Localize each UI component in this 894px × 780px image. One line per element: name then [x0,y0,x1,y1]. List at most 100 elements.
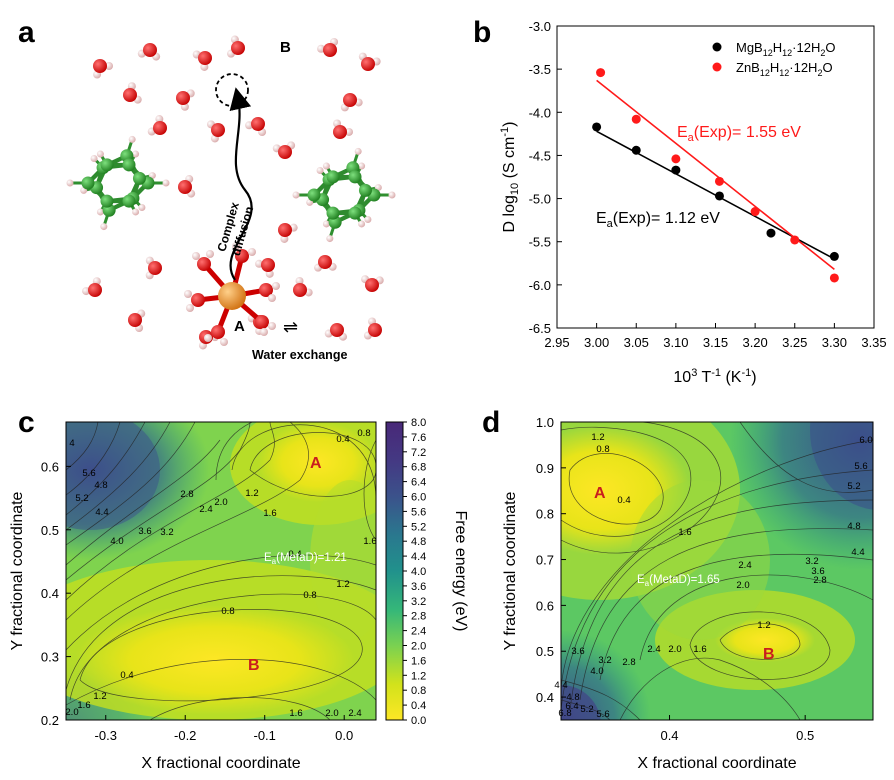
boron-atom [326,170,340,184]
colorbar-tick-label: 1.6 [411,655,426,667]
panel-a: a [18,16,396,362]
barrier-label-c: Ea(MetaD)=1.21 [264,552,347,566]
barrier-label-d: Ea(MetaD)=1.65 [637,574,720,588]
contour-line [599,553,873,681]
colorbar-tick-label: 2.0 [411,641,426,653]
water-molecules [82,35,384,350]
contour-label: 5.2 [580,704,593,715]
y-tick-label: 0.9 [536,461,554,476]
cluster-hydrogen [358,162,366,170]
contour-label: 0.4 [120,670,133,681]
x-tick-label: 0.5 [796,728,814,743]
data-point-mg [592,122,602,132]
colorbar-tick-label: 2.4 [411,626,426,638]
boron-atom [348,170,362,184]
contour-line [66,422,275,601]
cluster-hydrogen [364,216,372,224]
cluster-hydrogen [388,191,396,199]
water-exchange-label: Water exchange [252,348,347,362]
data-point-mg [766,228,776,238]
boron-atom [100,158,114,172]
y-tick-label: 0.5 [536,644,554,659]
x-tick-label: 2.95 [544,335,569,350]
contour-label: 0.8 [357,428,370,439]
y-tick-label: 0.2 [41,713,59,728]
y-tick-label: -5.5 [529,235,551,250]
boron-atom [81,176,95,190]
colorbar-tick-label: 4.8 [411,536,426,548]
colorbar-tick-label: 5.6 [411,506,426,518]
contour-line [561,439,873,691]
contour-line [66,422,196,546]
plot-d-contour-labels: 1.20.80.41.62.42.0 2.83.23.64.44.85.25.66… [554,432,872,720]
contour-label: 3.6 [811,566,824,577]
metal-aqua-complex [184,242,280,346]
contour-label: 2.0 [736,580,749,591]
y-tick-label: -3.5 [529,62,551,77]
contour-line [66,422,251,581]
contour-label: 1.6 [678,527,691,538]
plot-c-xlabel: X fractional coordinate [141,755,300,772]
boron-atom [122,158,136,172]
cluster-hydrogen [326,235,334,243]
plot-d-frame [560,421,874,721]
cluster-hydrogen [316,166,324,174]
contour-label: 4.8 [94,480,107,491]
water-hydrogen [344,127,353,136]
contour-label: 3.2 [805,556,818,567]
water-oxygen [261,258,275,272]
target-site-circle [215,73,249,107]
contour-label: 1.6 [363,536,376,547]
contour-label: 5.2 [847,481,860,492]
plot-c-ylabel: Y fractional coordinate [9,491,26,650]
x-tick-label: -0.3 [95,728,117,743]
contour-line [719,623,801,660]
data-point-zn [829,273,839,283]
contour-label: 1.2 [757,620,770,631]
contour-label: 4.0 [590,666,603,677]
data-point-zn [714,176,724,186]
plot-c-heatmap [66,422,376,720]
y-tick-label: 0.8 [536,507,554,522]
contour-label: 3.6 [571,646,584,657]
y-tick-label: -6.5 [529,321,551,336]
contour-line [66,554,376,651]
cluster-hydrogen [322,162,330,170]
boron-atom [326,206,340,220]
y-tick-label: 0.3 [41,650,59,665]
y-tick-label: -4.5 [529,148,551,163]
contour-line [69,593,376,701]
x-tick-label: 3.05 [624,335,649,350]
colorbar-ticks: 8.0 7.6 7.2 6.8 6.4 6.0 5.6 5.2 4.8 4.4 4.0 3.6 3.2 2… [403,417,426,727]
legend-label-zn: ZnB12H12·12H2O [736,60,833,78]
contour-line [66,422,171,531]
b12h12-cluster-right [292,147,396,243]
colorbar-tick-label: 4.0 [411,566,426,578]
colorbar-tick-label: 6.4 [411,477,426,489]
contour-line [689,611,831,680]
contour-label: 0.4 [336,434,349,445]
contour-label: 5.6 [596,709,609,720]
panel-c: c -0.3 -0.2 -0.1 0.0 0.2 0.3 0.4 0.5 0.6 0.4 0.8 0… [9,406,469,772]
contour-label: 2.8 [622,657,635,668]
colorbar-tick-label: 7.6 [411,432,426,444]
contour-label: 0.4 [288,549,301,560]
panel-a-letter: a [18,16,35,49]
contour-label: 2.0 [668,644,681,655]
contour-line [66,422,121,496]
contour-line [739,422,873,493]
plot-b-points [592,68,839,283]
cluster-hydrogen [162,179,170,187]
water-oxygen [330,323,344,337]
cluster-hydrogen [96,150,104,158]
contour-line [639,574,873,661]
colorbar-tick-label: 3.2 [411,596,426,608]
contour-label: 1.6 [77,700,90,711]
water-oxygen [365,278,379,292]
contour-label: 4.8 [566,692,579,703]
contour-label: 5.2 [75,493,88,504]
water-hydrogen [105,62,113,70]
water-oxygen [93,59,107,73]
contour-label: 1.2 [93,691,106,702]
